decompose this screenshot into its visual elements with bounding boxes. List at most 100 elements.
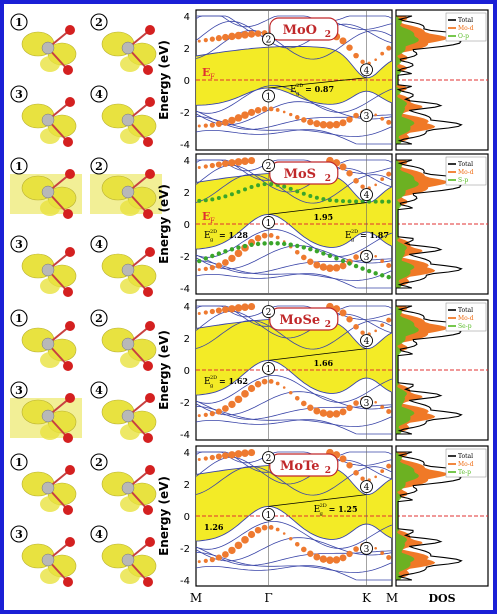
metal-d-dos-area (396, 160, 448, 288)
y-axis-label: Energy (eV) (157, 476, 171, 556)
orbital-weight-dot (247, 302, 256, 311)
x-tick-label: K (362, 591, 372, 605)
orbital-cell: 2 (90, 13, 157, 75)
orbital-weight-dot (339, 119, 347, 127)
orbital-weight-dot (319, 121, 328, 129)
orbital-weight-dot (360, 59, 365, 65)
chalcogen-atom (65, 321, 75, 331)
material-name-box (269, 17, 339, 41)
green-band-dot (373, 271, 378, 276)
orbital-weight-dot (228, 400, 236, 409)
orbital-weight-dot (222, 33, 229, 41)
green-band-dot (262, 182, 267, 187)
band-line (195, 29, 393, 60)
orbital-cell: 4 (90, 381, 157, 443)
band-line (195, 456, 393, 485)
energy-axis: 4 2 0 -2 -4 Energy (eV) (157, 12, 200, 151)
chalcogen-atom (145, 25, 155, 35)
orbital-label-circle (10, 85, 28, 103)
green-band-dot (360, 266, 365, 271)
chalcogen-p-dos-area (396, 16, 419, 144)
band-marker-circle (360, 249, 373, 263)
band-marker-label: 1 (266, 219, 272, 229)
fermi-label: E (202, 66, 210, 79)
band-marker-label: 1 (266, 93, 272, 103)
orbital-label: 1 (15, 160, 23, 173)
gap-arrow (268, 494, 367, 507)
gap-label-sup: 2D (210, 375, 217, 381)
gap-arrow (268, 202, 367, 215)
chalcogen-atom (145, 537, 155, 547)
orbital-weight-dot (222, 119, 229, 126)
orbital-label: 2 (95, 160, 103, 173)
band-line (195, 129, 392, 145)
isosurface-lobe (120, 278, 140, 294)
orbital-cell: 3 (10, 525, 77, 587)
orbital-weight-dot (222, 452, 229, 460)
orbital-weight-dot (374, 58, 377, 62)
legend-label: Se-p (458, 323, 472, 330)
chalcogen-atom (63, 287, 73, 297)
orbital-label: 2 (95, 312, 103, 325)
x-tick-label: M (190, 591, 202, 605)
energy-axis: 4 2 0 -2 -4 Energy (eV) (157, 156, 200, 295)
orbital-weight-dot (307, 404, 314, 411)
orbital-weight-dot (301, 546, 307, 553)
orbital-weight-dot (241, 31, 249, 39)
green-band-dot (210, 253, 215, 259)
gap-label-main: E (345, 231, 352, 241)
band-marker-label: 3 (364, 545, 370, 555)
green-band-dot (249, 185, 254, 190)
material-name-sub: 2 (325, 320, 331, 330)
bottom-axis-labels: M Γ K M DOS (190, 591, 456, 605)
orbital-label-circle (90, 85, 108, 103)
green-band-dot (334, 198, 339, 203)
orbital-weight-dot (374, 475, 377, 479)
orbital-cell: 4 (90, 525, 157, 587)
legend-label: Mo-d (458, 315, 474, 322)
gap-label-value: = 1.28 (219, 230, 248, 240)
isosurface-lobe (40, 352, 60, 368)
orbital-weight-dot (197, 457, 201, 461)
band-line (195, 259, 393, 281)
orbital-weight-dot (197, 124, 201, 128)
orbital-weight-dot (307, 550, 314, 557)
material-name-box (269, 307, 339, 331)
orbital-weight-dot (282, 532, 286, 535)
y-tick-label: 4 (184, 156, 190, 167)
orbital-weight-dot (268, 524, 274, 530)
orbital-weight-dot (234, 450, 243, 458)
orbital-weight-dot (197, 560, 201, 564)
y-tick-label: 0 (184, 76, 190, 87)
orbital-weight-dot (247, 448, 256, 457)
chalcogen-atom (143, 65, 153, 75)
gap-label-value: = 1.25 (329, 504, 358, 514)
orbital-cell: 4 (90, 85, 157, 147)
metal-atom (41, 337, 55, 351)
orbital-weight-dot (228, 116, 236, 125)
orbital-weight-dot (339, 163, 347, 171)
dos-column: TotalMo-dO-pTotalMo-dS-pTotalMo-dSe-pTot… (395, 9, 489, 587)
orbital-weight-dot (234, 249, 243, 258)
orbital-weight-dot (261, 106, 268, 112)
gap-label-sup: 2D (320, 503, 327, 509)
chalcogen-atom (143, 433, 153, 443)
band-panel: MoTe 2 2 1 4 3 1.26 E 2D g = 1.25 (195, 445, 393, 587)
band-line (196, 15, 393, 28)
y-tick-label: -2 (180, 544, 190, 555)
valence-band-line (195, 359, 393, 396)
y-tick-label: 0 (184, 220, 190, 231)
gap-label-sub: g (351, 237, 355, 243)
chalcogen-atom (63, 505, 73, 515)
orbital-weight-dot (268, 232, 274, 238)
orbital-weight-dot (241, 303, 249, 312)
orbital-weight-dot (209, 557, 215, 563)
isosurface-lobe (120, 496, 140, 512)
fermi-label-sub: F (210, 217, 215, 225)
y-tick-label: 0 (184, 366, 190, 377)
orbital-label: 4 (95, 528, 103, 541)
orbital-weight-dot (241, 157, 249, 166)
